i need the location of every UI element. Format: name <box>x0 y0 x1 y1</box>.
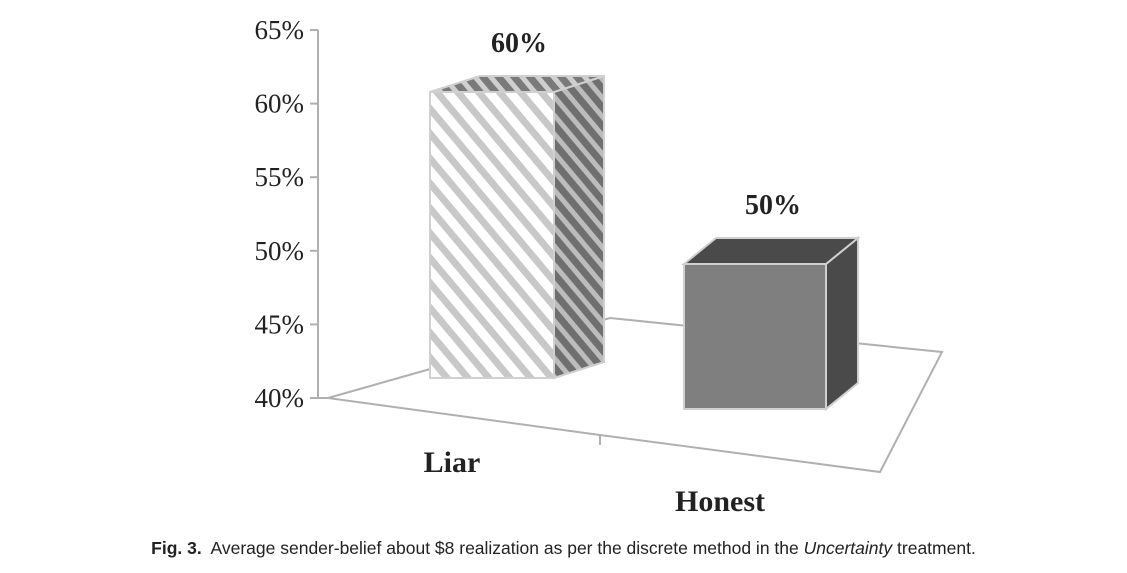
y-axis: 40% 45% 50% 55% 60% 65% <box>255 15 328 413</box>
bar-honest <box>681 235 861 412</box>
y-tick-label-65: 65% <box>255 15 305 45</box>
caption-label: Fig. 3. <box>151 538 202 558</box>
caption-text-after: treatment. <box>897 538 976 558</box>
y-tick-label-50: 50% <box>255 236 305 266</box>
y-tick-label-45: 45% <box>255 309 305 339</box>
y-tick-label-55: 55% <box>255 162 305 192</box>
chart: 40% 45% 50% 55% 60% 65% 60% 50% Liar Honest <box>255 15 944 518</box>
figure-caption: Fig. 3. Average sender-belief about $8 r… <box>0 538 1127 559</box>
caption-text-before: Average sender-belief about $8 realizati… <box>210 538 799 558</box>
y-tick-label-40: 40% <box>255 383 305 413</box>
bar-honest-front <box>683 263 827 410</box>
data-label-honest: 50% <box>745 190 801 221</box>
category-label-honest: Honest <box>675 485 765 518</box>
chart-svg: 40% 45% 50% 55% 60% 65% 60% 50% Liar Honest <box>255 15 944 518</box>
bars <box>429 74 861 412</box>
labels: 60% 50% Liar Honest <box>424 28 801 518</box>
bar-liar <box>429 74 605 380</box>
caption-italic: Uncertainty <box>803 538 893 558</box>
y-tick-label-60: 60% <box>255 89 305 119</box>
bar-liar-side <box>553 74 605 380</box>
bar-liar-front <box>429 91 555 379</box>
bar-honest-top <box>681 237 861 265</box>
data-label-liar: 60% <box>491 28 547 59</box>
category-label-liar: Liar <box>424 446 481 479</box>
bar-honest-side <box>825 235 859 412</box>
